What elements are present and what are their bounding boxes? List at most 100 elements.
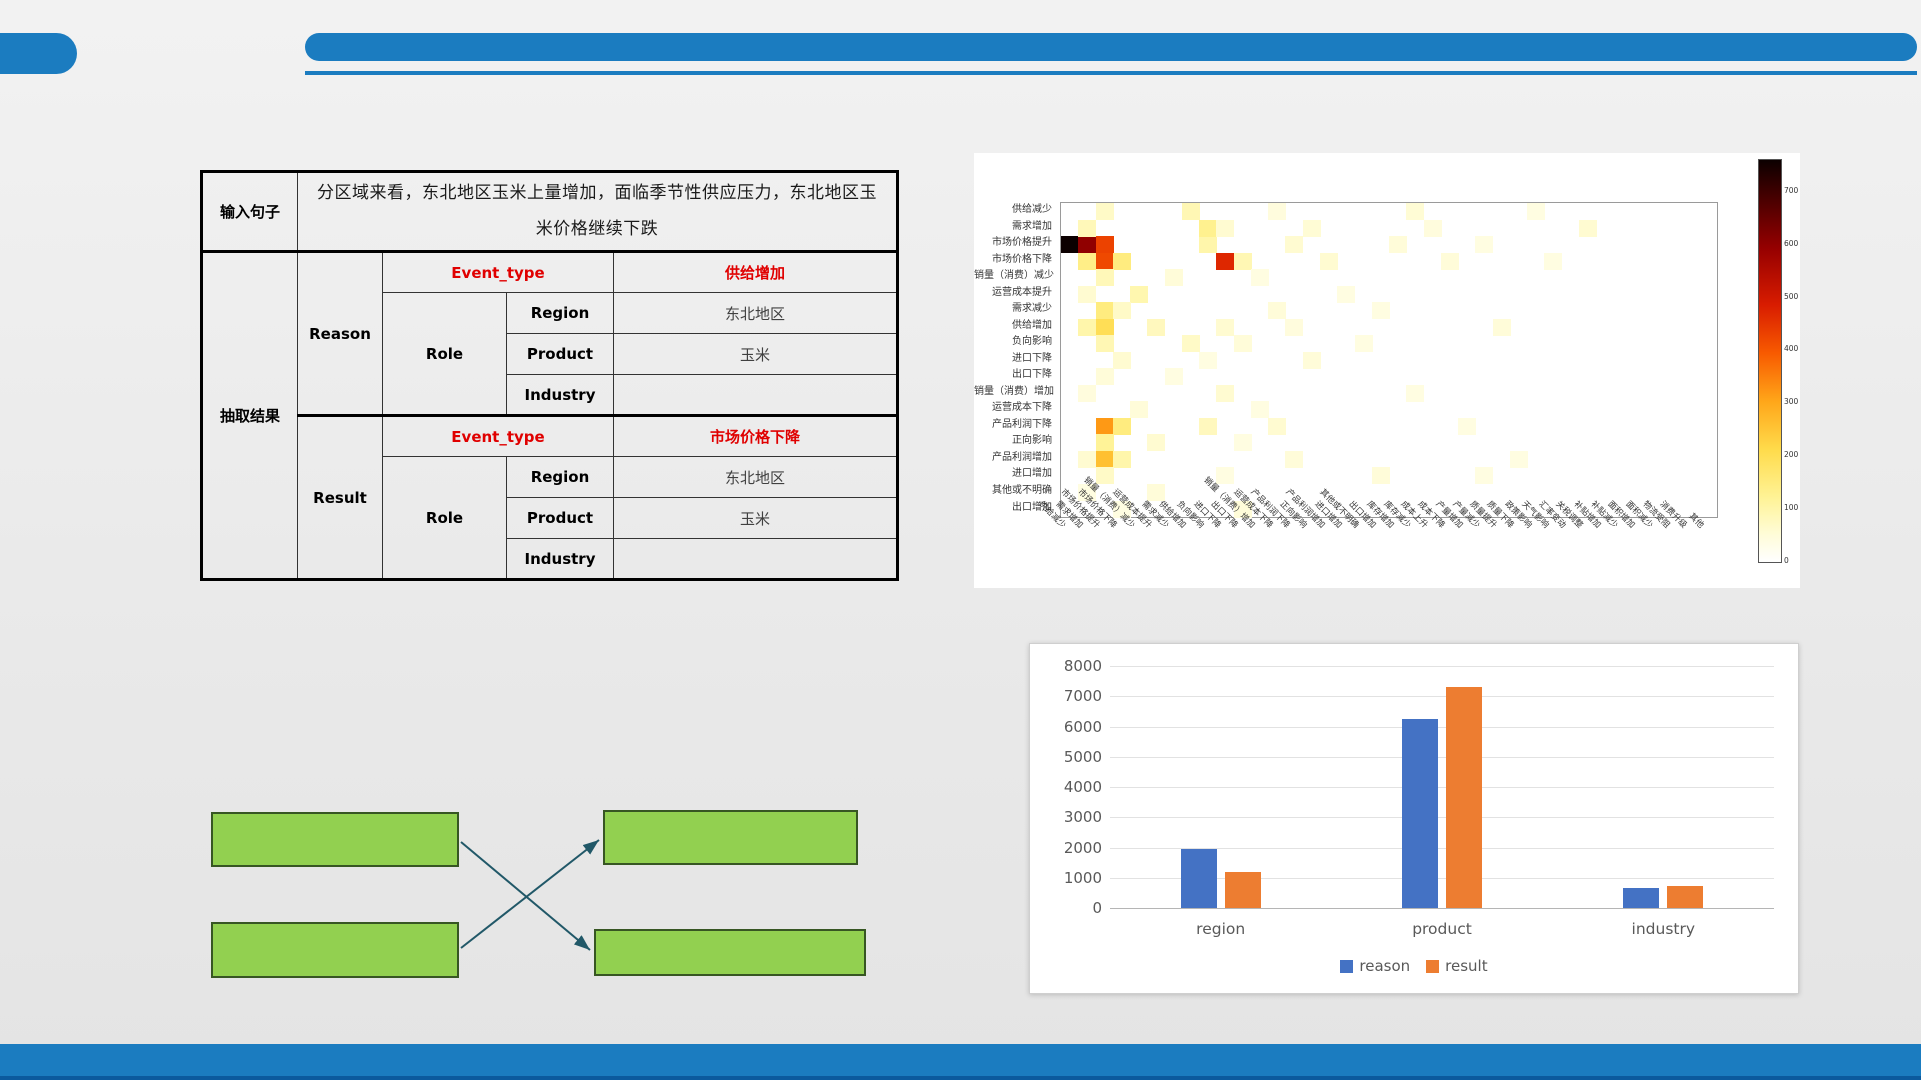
- heatmap-cell: [1078, 285, 1097, 303]
- heatmap-cell: [1147, 434, 1166, 452]
- heatmap-cell: [1112, 351, 1131, 369]
- heatmap-cell: [1216, 467, 1235, 485]
- reason-industry-value: [613, 374, 898, 417]
- heatmap-y-label: 出口下降: [1012, 369, 1052, 381]
- heatmap-cell: [1302, 219, 1321, 237]
- gridline: [1110, 666, 1774, 667]
- heatmap-cell: [1095, 450, 1114, 468]
- heatmap-cell: [1268, 302, 1287, 320]
- heatmap-cell: [1112, 500, 1131, 518]
- heatmap-cell: [1164, 269, 1183, 287]
- heatmap-cell: [1268, 203, 1287, 220]
- heatmap-cell: [1095, 434, 1114, 452]
- heatmap-y-label: 供给减少: [1012, 204, 1052, 215]
- heatmap-y-label: 销量（消费）减少: [974, 270, 1054, 282]
- heatmap-y-axis-labels: 供给减少 需求增加 市场价格提升 市场价格下降 销量（消费）减少 运营成本提升 需求减少 供给…: [974, 202, 1056, 516]
- heatmap-y-label: 进口增加: [1012, 468, 1052, 480]
- legend-item: result: [1426, 957, 1488, 975]
- result-product-value: 玉米: [613, 497, 898, 539]
- heatmap-plot-area: [1060, 202, 1718, 518]
- heatmap-cell: [1095, 318, 1114, 336]
- legend-item: reason: [1340, 957, 1410, 975]
- heatmap-cell: [1095, 203, 1114, 220]
- legend-label: result: [1445, 957, 1488, 975]
- bar-reason-industry: [1623, 888, 1660, 908]
- heatmap-cell: [1181, 203, 1200, 220]
- heatmap-cell: [1285, 450, 1304, 468]
- colorbar-tick-label: 200: [1784, 450, 1799, 460]
- heatmap-cell: [1492, 318, 1511, 336]
- header-left-pill: [0, 33, 77, 74]
- heatmap-cell: [1112, 252, 1131, 270]
- colorbar-tick-label: 300: [1784, 397, 1799, 407]
- heatmap-cell: [1112, 450, 1131, 468]
- heatmap-cell: [1440, 252, 1459, 270]
- heatmap-cell: [1147, 483, 1166, 501]
- heatmap-cell: [1181, 335, 1200, 353]
- heatmap-cell: [1233, 500, 1252, 518]
- heatmap-cell: [1354, 335, 1373, 353]
- x-axis-category-label: region: [1196, 920, 1246, 938]
- heatmap-cell: [1095, 335, 1114, 353]
- heatmap-cell: [1199, 351, 1218, 369]
- bar-chart-figure: 0 1000 2000 3000 4000 5000 6000 7000 8000 region p…: [1029, 643, 1799, 994]
- heatmap-cell: [1130, 285, 1149, 303]
- gridline: [1110, 726, 1774, 728]
- legend-label: reason: [1359, 957, 1411, 975]
- bar-reason-product: [1402, 718, 1438, 908]
- legend-swatch: [1340, 959, 1354, 973]
- heatmap-cell: [1475, 236, 1494, 254]
- colorbar-tick-label: 400: [1784, 344, 1799, 354]
- heatmap-cell: [1406, 384, 1425, 402]
- heatmap-cell: [1527, 203, 1546, 220]
- flow-box-top-left: [211, 812, 459, 867]
- reason-product-value: 玉米: [613, 333, 898, 375]
- colorbar-tick-label: 0: [1784, 556, 1789, 565]
- heatmap-cell: [1199, 417, 1218, 435]
- x-axis-category-label: product: [1412, 920, 1472, 938]
- flow-box-top-right: [603, 810, 858, 865]
- heatmap-cell: [1078, 219, 1097, 237]
- result-event-type-value: 市场价格下降: [613, 415, 898, 457]
- heatmap-cell: [1095, 467, 1114, 485]
- y-axis-tick-label: 2000: [1063, 838, 1102, 857]
- y-axis-tick-label: 8000: [1063, 657, 1102, 675]
- heatmap-cell: [1095, 302, 1114, 320]
- heatmap-cell: [1095, 417, 1114, 435]
- colorbar-tick-label: 100: [1784, 503, 1799, 513]
- colorbar-tick-label: 600: [1784, 238, 1799, 248]
- y-axis-tick-label: 3000: [1063, 808, 1102, 827]
- heatmap-x-axis-labels: 供给减少 需求增加 市场价格提升 市场价格下降 销量（消费）减少 运营成本提升 需求减少 供给…: [1036, 475, 1716, 587]
- heatmap-cell: [1216, 384, 1235, 402]
- reason-product-label: Product: [506, 333, 614, 375]
- heatmap-cell: [1423, 219, 1442, 237]
- heatmap-cell: [1285, 236, 1304, 254]
- reason-industry-label: Industry: [506, 374, 614, 417]
- heatmap-cell: [1371, 467, 1390, 485]
- heatmap-cell: [1406, 203, 1425, 220]
- heatmap-colorbar-ticks: 0 100 200 300 400 500 600 700: [1784, 159, 1800, 565]
- y-axis-tick-label: 1000: [1063, 868, 1102, 887]
- gridline: [1110, 817, 1774, 819]
- flow-box-bottom-left: [211, 922, 459, 978]
- heatmap-y-label: 进口下降: [1012, 352, 1052, 364]
- arrow-topleft-to-bottomright: [460, 841, 591, 951]
- heatmap-cell: [1285, 318, 1304, 336]
- result-role-label: Role: [382, 456, 507, 580]
- heatmap-cell: [1078, 483, 1097, 501]
- gridline: [1110, 877, 1774, 879]
- heatmap-y-label: 销量（消费）增加: [974, 385, 1054, 397]
- heatmap-figure: 供给减少 需求增加 市场价格提升 市场价格下降 销量（消费）减少 运营成本提升 需求减少 供给…: [974, 153, 1800, 588]
- result-industry-label: Industry: [506, 538, 614, 580]
- extraction-table: 输入句子 分区域来看，东北地区玉米上量增加，面临季节性供应压力，东北地区玉米价格…: [200, 170, 899, 581]
- heatmap-cell: [1078, 252, 1097, 270]
- heatmap-cell: [1078, 450, 1097, 468]
- heatmap-y-label: 市场价格下降: [992, 253, 1052, 265]
- result-label: Result: [297, 415, 383, 580]
- bar-result-product: [1446, 687, 1482, 908]
- bar-reason-region: [1180, 849, 1217, 908]
- heatmap-colorbar: [1758, 159, 1782, 563]
- heatmap-y-label: 供给增加: [1012, 319, 1052, 331]
- heatmap-y-label: 产品利润增加: [992, 451, 1052, 463]
- heatmap-cell: [1147, 318, 1166, 336]
